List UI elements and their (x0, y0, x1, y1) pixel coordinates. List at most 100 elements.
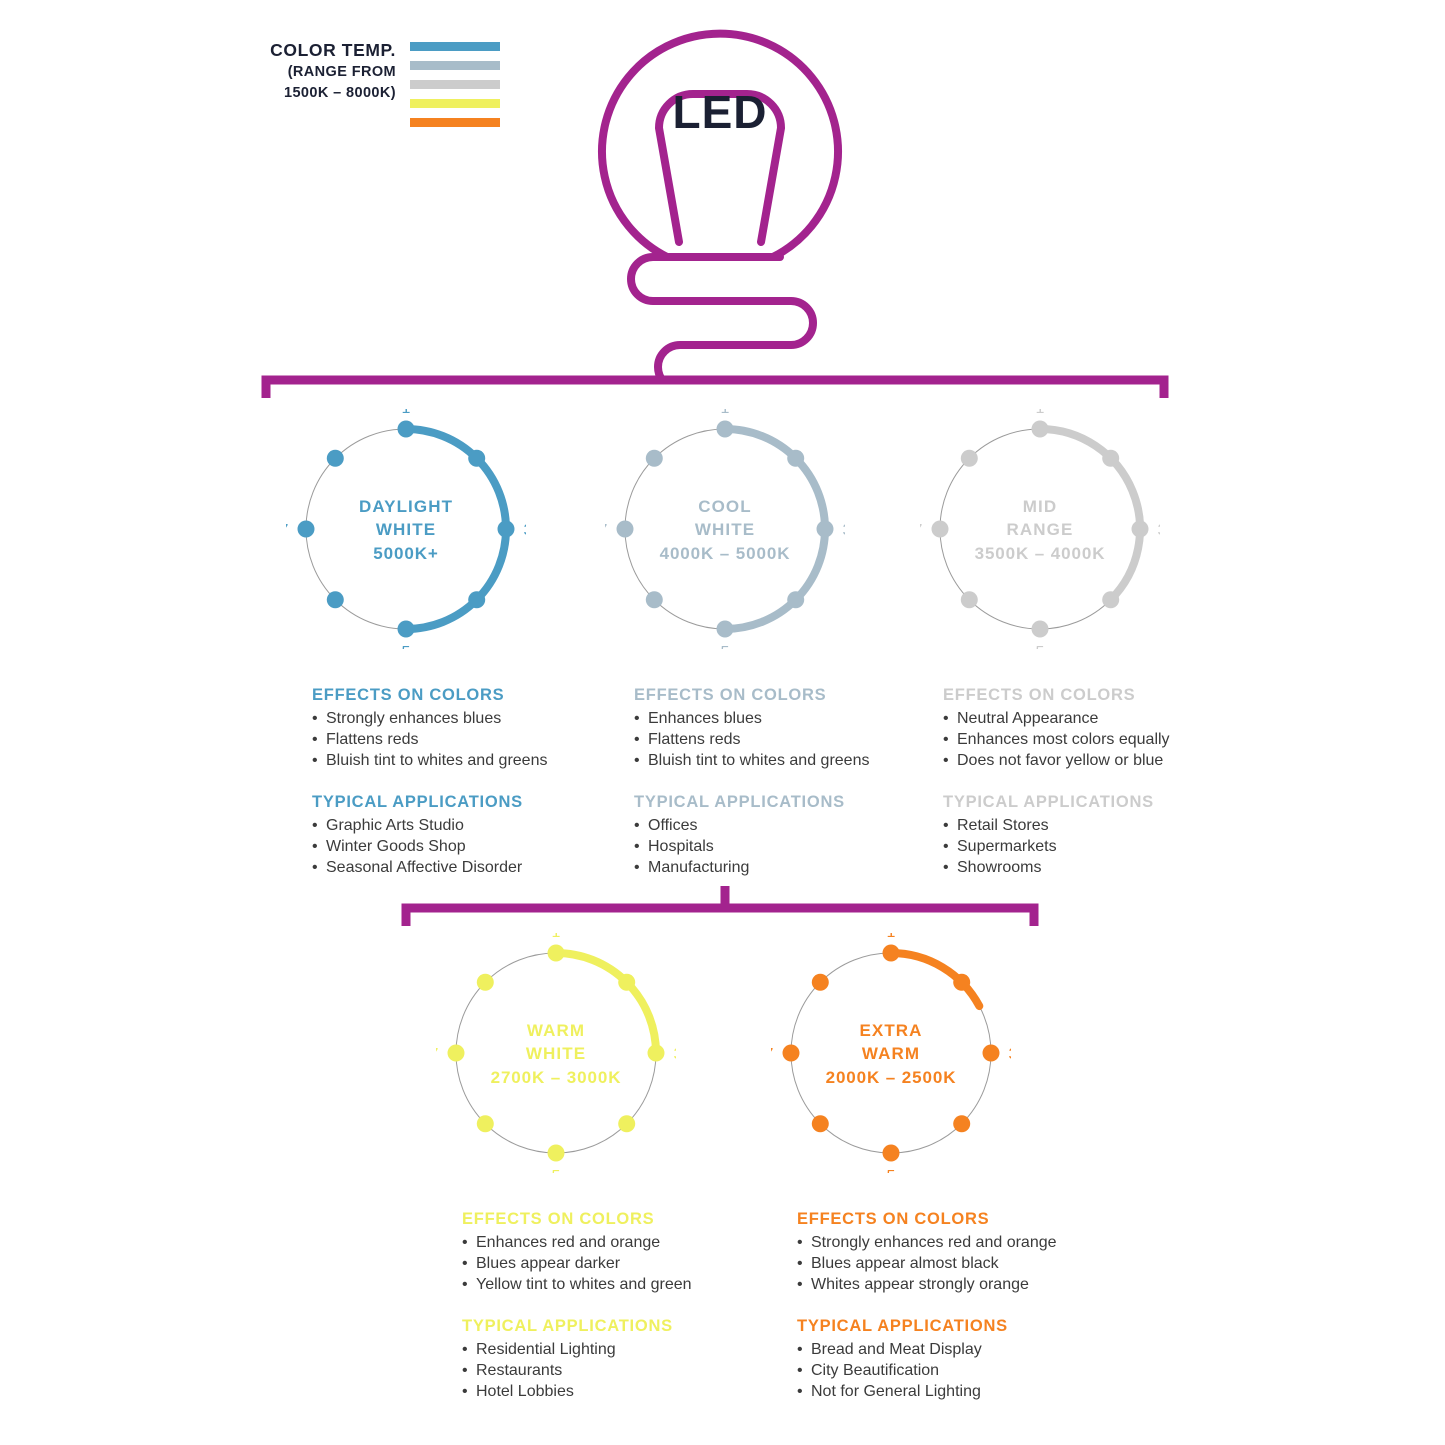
dial-mark-extra-warm-1: 1 (887, 933, 896, 941)
legend-swatch-cool-white (410, 61, 500, 70)
dial-cool-white: 1357COOLWHITE4000K – 5000K (599, 400, 852, 661)
dial-mark-mid-range-5: 5 (1036, 644, 1045, 649)
applications-heading-extra-warm: TYPICAL APPLICATIONS (797, 1317, 1008, 1335)
info-block-daylight-white: EFFECTS ON COLORS Strongly enhances blues… (312, 686, 612, 879)
list-item: Graphic Arts Studio (312, 816, 612, 836)
effects-list-daylight-white: Strongly enhances bluesFlattens redsBlui… (312, 709, 612, 771)
list-item: Flattens reds (634, 730, 934, 750)
dial-dot-mid-range-7 (931, 520, 949, 538)
list-item: Supermarkets (943, 837, 1243, 857)
list-item: Strongly enhances blues (312, 709, 612, 729)
dial-dot-extra-warm-1 (882, 944, 900, 962)
dial-arc-cool-white (721, 425, 829, 633)
list-item: Blues appear almost black (797, 1254, 1097, 1274)
effects-list-warm-white: Enhances red and orangeBlues appear dark… (462, 1233, 762, 1295)
dial-dot-cool-white-5 (716, 620, 734, 638)
dial-dot-daylight-white-2 (468, 449, 486, 467)
bracket-top-svg (261, 375, 1169, 398)
legend-title: COLOR TEMP. (270, 40, 396, 60)
list-item: Showrooms (943, 858, 1243, 878)
dial-mark-daylight-white-7: 7 (286, 522, 289, 539)
list-item: City Beautification (797, 1361, 1097, 1381)
list-item: Hospitals (634, 837, 934, 857)
dial-dot-extra-warm-5 (882, 1144, 900, 1162)
dial-dot-mid-range-8 (960, 449, 978, 467)
dial-mark-extra-warm-5: 5 (887, 1168, 896, 1173)
legend-subtitle-line2: 1500K – 8000K) (283, 84, 396, 101)
dial-mark-warm-white-5: 5 (552, 1168, 561, 1173)
dial-dot-daylight-white-7 (297, 520, 315, 538)
applications-list-mid-range: Retail StoresSupermarketsShowrooms (943, 816, 1243, 878)
applications-list-daylight-white: Graphic Arts StudioWinter Goods ShopSeas… (312, 816, 612, 878)
list-item: Bluish tint to whites and greens (634, 751, 934, 771)
bracket-top (250, 360, 1180, 410)
dial-dot-mid-range-4 (1102, 591, 1120, 609)
dial-arc-warm-white (552, 949, 660, 1057)
dial-dot-daylight-white-5 (397, 620, 415, 638)
dial-dot-warm-white-2 (618, 973, 636, 991)
bulb-svg: LED (598, 29, 842, 393)
list-item: Not for General Lighting (797, 1382, 1097, 1402)
legend-swatch-daylight-white (410, 42, 500, 51)
effects-heading-daylight-white: EFFECTS ON COLORS (312, 686, 505, 704)
list-item: Whites appear strongly orange (797, 1275, 1097, 1295)
effects-list-extra-warm: Strongly enhances red and orangeBlues ap… (797, 1233, 1097, 1295)
dial-mark-mid-range-7: 7 (920, 522, 923, 539)
dial-dot-daylight-white-3 (497, 520, 515, 538)
bulb-screw-base-icon (627, 253, 817, 393)
list-item: Hotel Lobbies (462, 1382, 762, 1402)
list-item: Enhances most colors equally (943, 730, 1243, 750)
applications-heading-daylight-white: TYPICAL APPLICATIONS (312, 793, 523, 811)
list-item: Flattens reds (312, 730, 612, 750)
dial-dot-extra-warm-8 (811, 973, 829, 991)
applications-heading-warm-white: TYPICAL APPLICATIONS (462, 1317, 673, 1335)
dial-svg-extra-warm: 1 3 5 7 (765, 924, 1018, 1185)
dial-arc-extra-warm (887, 949, 984, 1011)
list-item: Seasonal Affective Disorder (312, 858, 612, 878)
dial-dot-cool-white-4 (787, 591, 805, 609)
dial-dot-cool-white-8 (645, 449, 663, 467)
info-block-cool-white: EFFECTS ON COLORS Enhances bluesFlattens … (634, 686, 934, 879)
bulb-filament-icon (655, 90, 785, 246)
applications-heading-cool-white: TYPICAL APPLICATIONS (634, 793, 845, 811)
list-item: Does not favor yellow or blue (943, 751, 1243, 771)
color-temp-legend: COLOR TEMP. (RANGE FROM 1500K – 8000K) (268, 36, 508, 127)
effects-heading-cool-white: EFFECTS ON COLORS (634, 686, 827, 704)
dial-mark-cool-white-7: 7 (605, 522, 608, 539)
dial-dot-warm-white-1 (547, 944, 565, 962)
dial-mark-extra-warm-3: 3 (1009, 1046, 1011, 1063)
dial-mark-daylight-white-1: 1 (402, 409, 411, 417)
effects-heading-extra-warm: EFFECTS ON COLORS (797, 1210, 990, 1228)
dial-mark-warm-white-1: 1 (552, 933, 561, 941)
dial-dot-mid-range-6 (960, 591, 978, 609)
info-block-warm-white: EFFECTS ON COLORS Enhances red and orange… (462, 1210, 762, 1403)
dial-mark-cool-white-1: 1 (721, 409, 730, 417)
bracket-bottom (380, 880, 1060, 935)
effects-list-cool-white: Enhances bluesFlattens redsBluish tint t… (634, 709, 934, 771)
dial-mark-warm-white-3: 3 (674, 1046, 676, 1063)
dial-mark-cool-white-3: 3 (843, 522, 845, 539)
dial-mark-mid-range-3: 3 (1158, 522, 1160, 539)
dial-mark-daylight-white-5: 5 (402, 644, 411, 649)
dial-dot-warm-white-3 (647, 1044, 665, 1062)
dial-dot-cool-white-1 (716, 420, 734, 438)
legend-text: COLOR TEMP. (RANGE FROM 1500K – 8000K) (268, 36, 396, 104)
dial-dot-warm-white-4 (618, 1115, 636, 1133)
legend-swatch-extra-warm (410, 118, 500, 127)
dial-warm-white: 1357WARMWHITE2700K – 3000K (430, 924, 683, 1185)
dial-dot-daylight-white-6 (326, 591, 344, 609)
led-bulb-illustration: LED (575, 14, 865, 393)
dial-dot-warm-white-6 (476, 1115, 494, 1133)
dial-dot-daylight-white-4 (468, 591, 486, 609)
list-item: Residential Lighting (462, 1340, 762, 1360)
list-item: Restaurants (462, 1361, 762, 1381)
list-item: Neutral Appearance (943, 709, 1243, 729)
list-item: Enhances red and orange (462, 1233, 762, 1253)
dial-dot-mid-range-2 (1102, 449, 1120, 467)
dial-dot-warm-white-5 (547, 1144, 565, 1162)
dial-mark-cool-white-5: 5 (721, 644, 730, 649)
dial-dot-mid-range-3 (1131, 520, 1149, 538)
dial-dot-cool-white-6 (645, 591, 663, 609)
legend-swatch-list (410, 36, 500, 127)
